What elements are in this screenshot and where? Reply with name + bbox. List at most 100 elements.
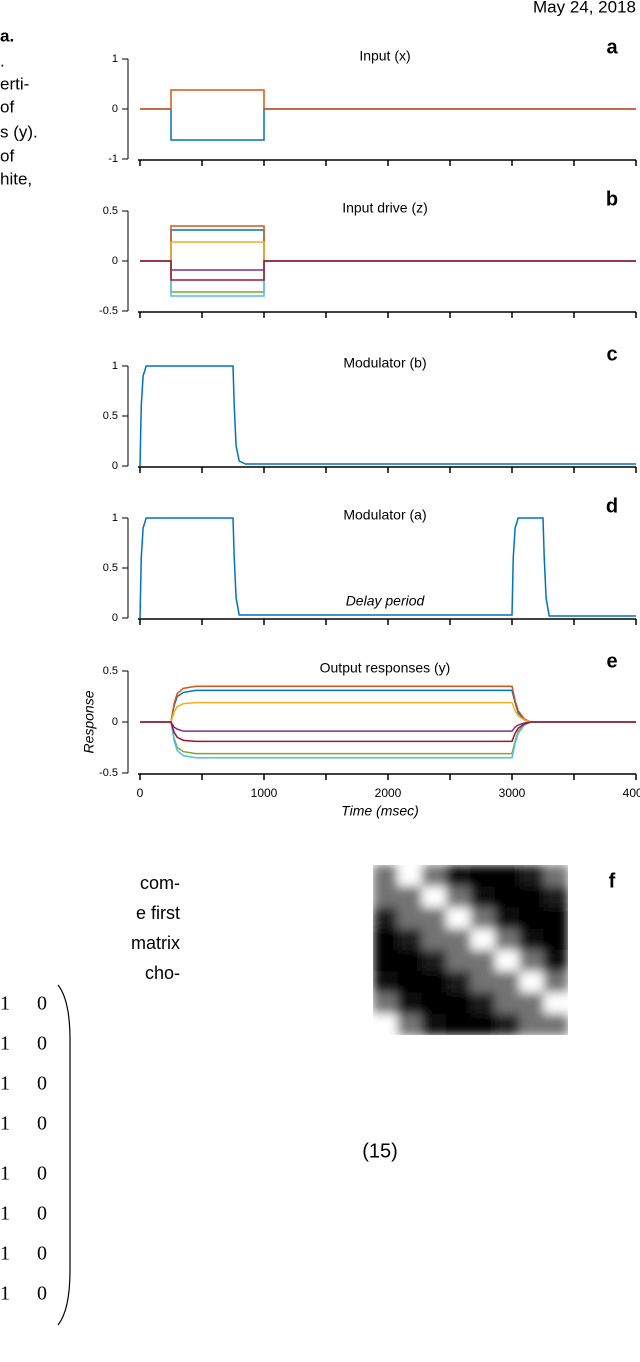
y-tick-label: 0 xyxy=(112,255,118,267)
matrix-entry: 1 xyxy=(0,993,10,1015)
series-line xyxy=(140,685,636,723)
heatmap-cell xyxy=(446,865,471,887)
matrix-entry: 0 xyxy=(37,1073,47,1095)
heatmap-cell xyxy=(543,950,568,972)
heatmap-cell xyxy=(397,907,423,930)
heatmap-cell xyxy=(494,971,520,993)
panel-label: a xyxy=(606,36,618,58)
text-fragment: of xyxy=(0,146,14,165)
heatmap-cell xyxy=(519,971,545,993)
heatmap-cell xyxy=(470,971,496,993)
heatmap-cell xyxy=(494,950,520,972)
y-tick-label: 0.5 xyxy=(103,410,118,422)
heatmap-cell xyxy=(421,865,447,887)
chart-title: Input drive (z) xyxy=(342,200,428,216)
heatmap-cell xyxy=(519,907,545,930)
x-tick-label: 4000 xyxy=(623,786,640,800)
series-line xyxy=(140,260,636,293)
panel-label: e xyxy=(606,650,617,672)
heatmap-cell xyxy=(373,928,398,951)
text-fragment: hite, xyxy=(0,169,32,188)
heatmap-cell xyxy=(494,886,520,908)
series-line xyxy=(140,108,636,141)
heatmap-cell xyxy=(373,971,398,993)
heatmap-cell xyxy=(543,1013,568,1035)
heatmap-cell xyxy=(373,886,398,908)
heatmap-cell xyxy=(373,1013,398,1035)
heatmap-cell xyxy=(470,950,496,972)
heatmap-cell xyxy=(421,992,447,1015)
matrix-entry: 1 xyxy=(0,1283,10,1305)
matrix-bracket xyxy=(57,984,71,1326)
heatmap-cell xyxy=(494,865,520,887)
y-tick-label: 1 xyxy=(112,512,118,524)
series-line xyxy=(140,260,636,281)
heatmap-cell xyxy=(519,992,545,1015)
matrix-entry: 1 xyxy=(0,1163,10,1185)
text-fragment: of xyxy=(0,97,14,116)
heatmap-cell xyxy=(494,928,520,951)
x-tick-label: 1000 xyxy=(251,786,278,800)
matrix-entry: 0 xyxy=(37,1163,47,1185)
heatmap-cell xyxy=(543,992,568,1015)
x-tick-label: 2000 xyxy=(375,786,402,800)
heatmap-cells xyxy=(373,865,568,1035)
heatmap-cell xyxy=(421,907,447,930)
series-line xyxy=(140,260,636,271)
series-line xyxy=(140,225,636,262)
heatmap-cell xyxy=(470,865,496,887)
panel-label: b xyxy=(606,188,618,210)
chart-title: Modulator (b) xyxy=(343,355,426,371)
heatmap-cell xyxy=(494,907,520,930)
heatmap-cell xyxy=(519,886,545,908)
matrix-entry: 0 xyxy=(37,1033,47,1055)
matrix-entry: 1 xyxy=(0,1073,10,1095)
heatmap-cell xyxy=(397,865,423,887)
panel-label: f xyxy=(609,870,616,892)
text-fragment: com- xyxy=(140,873,180,893)
heatmap-cell xyxy=(421,886,447,908)
x-tick-label: 0 xyxy=(137,786,144,800)
matrix-entry: 0 xyxy=(37,1243,47,1265)
series-line xyxy=(140,721,636,759)
x-axis-label: Time (msec) xyxy=(341,803,419,819)
y-tick-label: 0.5 xyxy=(103,562,118,574)
heatmap-cell xyxy=(421,1013,447,1035)
heatmap-cell xyxy=(446,992,471,1015)
heatmap-cell xyxy=(519,1013,545,1035)
series-line xyxy=(139,517,636,619)
heatmap-cell xyxy=(421,950,447,972)
matrix-entry: 0 xyxy=(37,993,47,1015)
header-date: May 24, 2018 xyxy=(533,0,636,16)
matrix-entry: 1 xyxy=(0,1203,10,1225)
heatmap xyxy=(373,865,568,1035)
heatmap-cell xyxy=(397,992,423,1015)
heatmap-cell xyxy=(470,928,496,951)
text-fragment: cho- xyxy=(145,963,180,983)
y-tick-label: 0 xyxy=(112,716,118,728)
text-fragment: . xyxy=(0,51,5,70)
heatmap-cell xyxy=(421,971,447,993)
matrix-entry: 1 xyxy=(0,1033,10,1055)
chart-title: Input (x) xyxy=(359,48,410,64)
text-fragment: s (y). xyxy=(0,122,38,141)
heatmap-cell xyxy=(373,865,398,887)
series-line xyxy=(140,701,636,723)
heatmap-cell xyxy=(470,992,496,1015)
heatmap-cell xyxy=(494,992,520,1015)
heatmap-cell xyxy=(373,907,398,930)
heatmap-cell xyxy=(519,950,545,972)
matrix-entry: 1 xyxy=(0,1113,10,1135)
series-line xyxy=(140,721,636,755)
heatmap-cell xyxy=(446,971,471,993)
series-line xyxy=(140,229,636,262)
panel-label: d xyxy=(606,495,618,517)
heatmap-cell xyxy=(397,928,423,951)
heatmap-cell xyxy=(397,886,423,908)
heatmap-cell xyxy=(543,907,568,930)
y-tick-label: 0 xyxy=(112,460,118,472)
heatmap-cell xyxy=(446,1013,471,1035)
y-tick-label: -1 xyxy=(108,153,118,165)
heatmap-cell xyxy=(397,971,423,993)
matrix-entry: 0 xyxy=(37,1113,47,1135)
